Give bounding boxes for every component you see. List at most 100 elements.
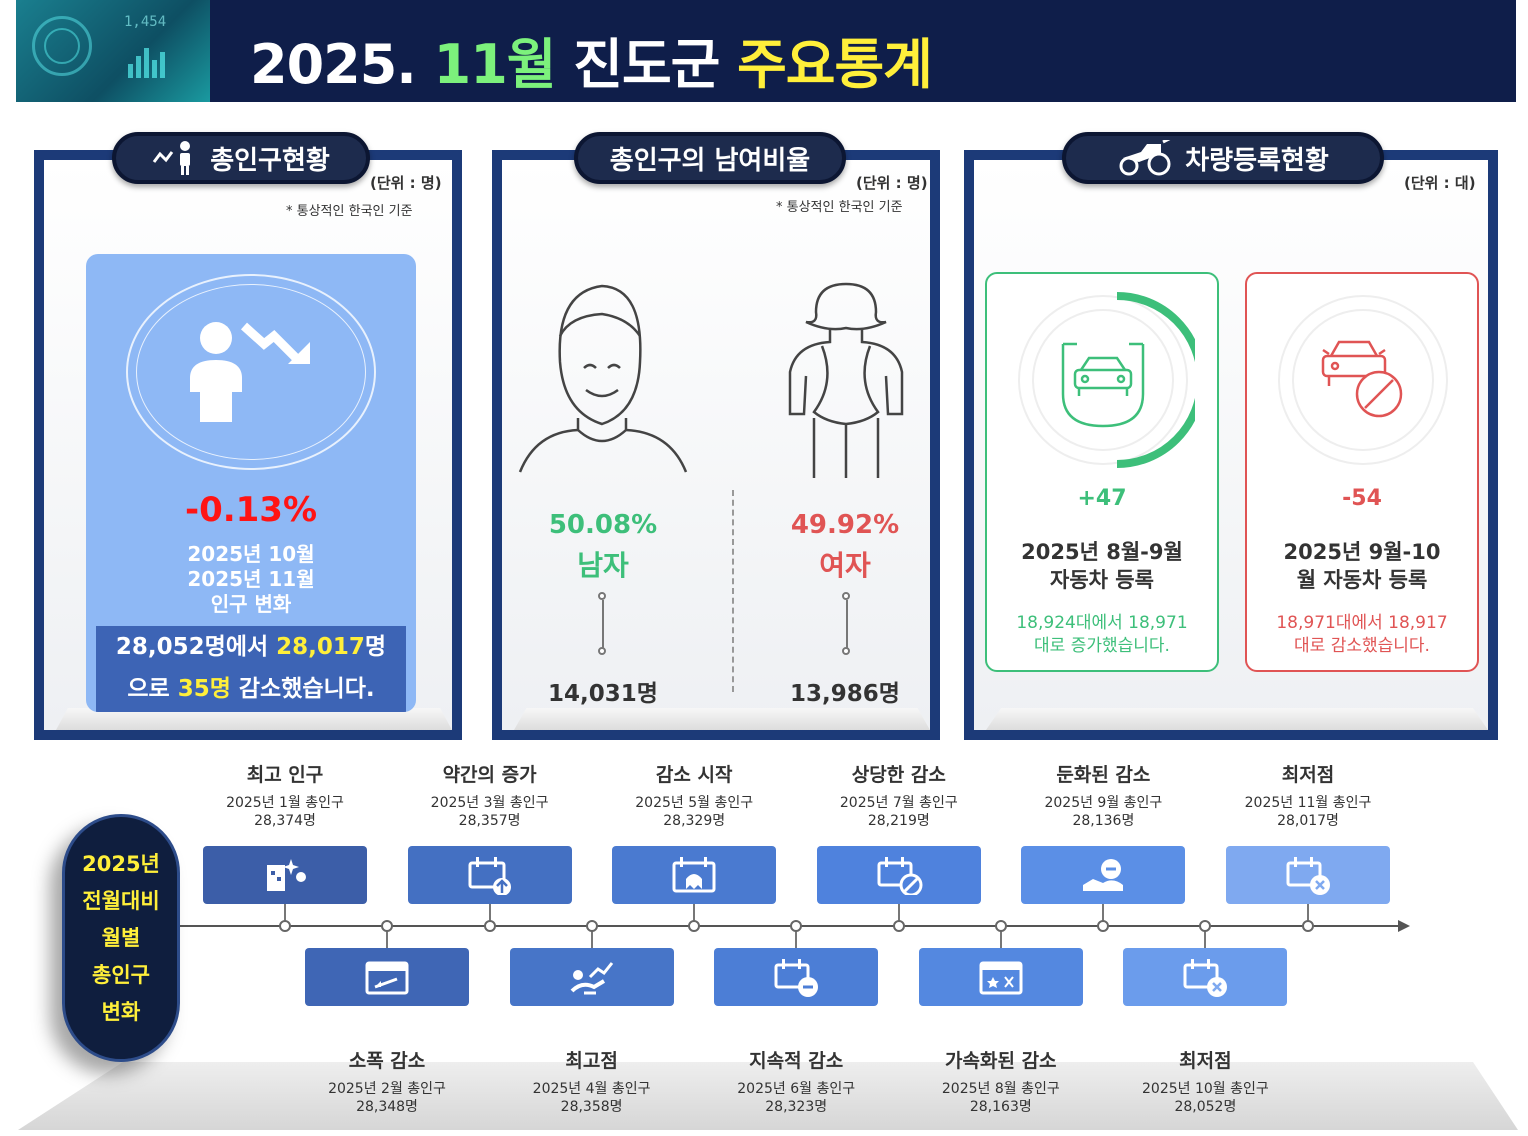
thumb-bar (144, 48, 149, 78)
header-bar: 1,454 2025. 11월 진도군 주요통계 (16, 0, 1516, 102)
vehicle-decrease-desc: 대로 감소했습니다. (1294, 636, 1430, 656)
timeline-dot (790, 920, 803, 932)
timeline-period: 2025년 11월 총인구 (1244, 795, 1372, 811)
tractor-icon (1119, 140, 1171, 176)
side-label-line: 전월대비 (82, 888, 160, 913)
timeline-connector (1307, 904, 1309, 922)
gender-divider (732, 490, 734, 692)
timeline-period: 2025년 2월 총인구 (328, 1081, 446, 1097)
timeline-dot (381, 920, 393, 932)
population-sub-from: 2025년 10월 (187, 542, 315, 566)
hand-coin-icon (1083, 859, 1124, 891)
thumb-ring (32, 16, 92, 76)
timeline-period: 2025년 5월 총인구 (635, 795, 754, 811)
male-stem-dot (598, 592, 606, 600)
timeline-dot (892, 920, 905, 932)
timeline-value: 28,329명 (663, 813, 726, 829)
timeline-period: 2025년 6월 총인구 (737, 1081, 856, 1097)
summary-highlight: 28,017 (276, 634, 365, 660)
male-label: 남자 (577, 549, 629, 582)
panel-base (514, 708, 930, 730)
timeline-arrow-icon (1398, 920, 1410, 932)
vehicle-decrease-gauge (1278, 295, 1448, 465)
summary-line-2: 으로 35명 감소했습니다. (96, 668, 406, 710)
summary-text: 명 (364, 634, 387, 660)
timeline-title: 감소 시작 (655, 764, 733, 786)
runner-icon (570, 962, 613, 995)
female-stem-dot (842, 592, 850, 600)
calendar-ghost-icon (672, 857, 716, 893)
side-label-line: 2025년 (82, 851, 160, 876)
thumb-ring-inner (44, 28, 80, 64)
timeline-value: 28,052명 (1174, 1099, 1237, 1115)
thumb-bar (128, 64, 133, 78)
timeline-box (1021, 846, 1186, 904)
timeline-title: 최저점 (1179, 1050, 1232, 1072)
side-label-line: 총인구 (92, 962, 150, 987)
thumb-bar (136, 56, 141, 78)
timeline-value: 28,348명 (356, 1099, 418, 1115)
timeline-title: 상당한 감소 (851, 764, 946, 786)
building-sparkle-icon (267, 859, 306, 891)
card-circle-inner (136, 284, 366, 460)
timeline-connector (488, 904, 491, 922)
calendar-x-icon (1183, 959, 1228, 997)
timeline-axis (180, 925, 1400, 927)
timeline-box (1123, 948, 1288, 1006)
calendar-x-icon (1286, 857, 1330, 895)
timeline-box (714, 948, 879, 1006)
female-stem (846, 600, 848, 648)
summary-highlight: 35명 (177, 676, 231, 702)
summary-text: 28,052명에서 (115, 634, 277, 660)
timeline-box (203, 846, 367, 904)
male-stem (602, 600, 604, 648)
vehicle-decrease-label: 월 자동차 등록 (1296, 568, 1428, 592)
gender-title: 총인구의 남여비율 (609, 145, 811, 176)
thumb-bar (152, 60, 157, 78)
timeline-dot (1097, 920, 1110, 932)
header-thumbnail: 1,454 (16, 0, 210, 102)
male-stem-dot (598, 647, 606, 655)
vehicle-increase-desc: 18,924대에서 18,971 (1016, 613, 1188, 633)
vehicle-increase-card: +47 2025년 8월-9월 자동차 등록 18,924대에서 18,971 … (985, 272, 1219, 672)
gender-unit: (단위 : 명) (856, 174, 928, 192)
vehicle-unit: (단위 : 대) (1404, 174, 1476, 192)
timeline-box (816, 846, 981, 904)
timeline-box (1226, 846, 1390, 904)
timeline-box (407, 846, 572, 904)
timeline-connector (284, 904, 286, 922)
timeline-title: 최고 인구 (246, 764, 324, 786)
timeline-period: 2025년 3월 총인구 (430, 795, 549, 811)
vehicle-increase-desc: 대로 증가했습니다. (1034, 636, 1170, 656)
timeline-title: 약간의 증가 (442, 764, 537, 786)
page-title: 2025. 11월 진도군 주요통계 (250, 20, 933, 99)
timeline-connector (897, 904, 900, 922)
timeline-box (918, 948, 1083, 1006)
timeline-box (305, 948, 469, 1006)
calendar-minus-icon (774, 959, 819, 997)
vehicle-decrease-delta: -54 (1342, 486, 1382, 511)
female-label: 여자 (819, 549, 871, 582)
population-title: 총인구현황 (210, 145, 330, 176)
car-shield-icon (1061, 342, 1145, 428)
population-sub-to: 2025년 11월 (187, 567, 315, 591)
timeline-connector (1204, 930, 1207, 948)
timeline-period: 2025년 1월 총인구 (226, 795, 344, 811)
male-count: 14,031명 (548, 681, 658, 707)
timeline-value: 28,357명 (458, 813, 521, 829)
female-stem-dot (842, 647, 850, 655)
timeline-period: 2025년 10월 총인구 (1142, 1081, 1269, 1097)
car-ban-icon (1321, 340, 1403, 418)
calendar-up-icon (468, 857, 511, 895)
population-note: * 통상적인 한국인 기준 (286, 204, 413, 219)
panel-inner (502, 160, 930, 730)
vehicle-title-pill: 차량등록현황 (1062, 132, 1384, 184)
timeline-value: 28,219명 (867, 813, 930, 829)
population-sub-label: 인구 변화 (210, 592, 292, 616)
timeline-dot (1199, 920, 1212, 932)
timeline-dot (483, 920, 496, 932)
timeline-dot (688, 920, 701, 932)
timeline-title: 소폭 감소 (348, 1050, 426, 1072)
vehicle-increase-label: 자동차 등록 (1050, 568, 1154, 592)
vehicle-increase-gauge (1018, 292, 1195, 468)
